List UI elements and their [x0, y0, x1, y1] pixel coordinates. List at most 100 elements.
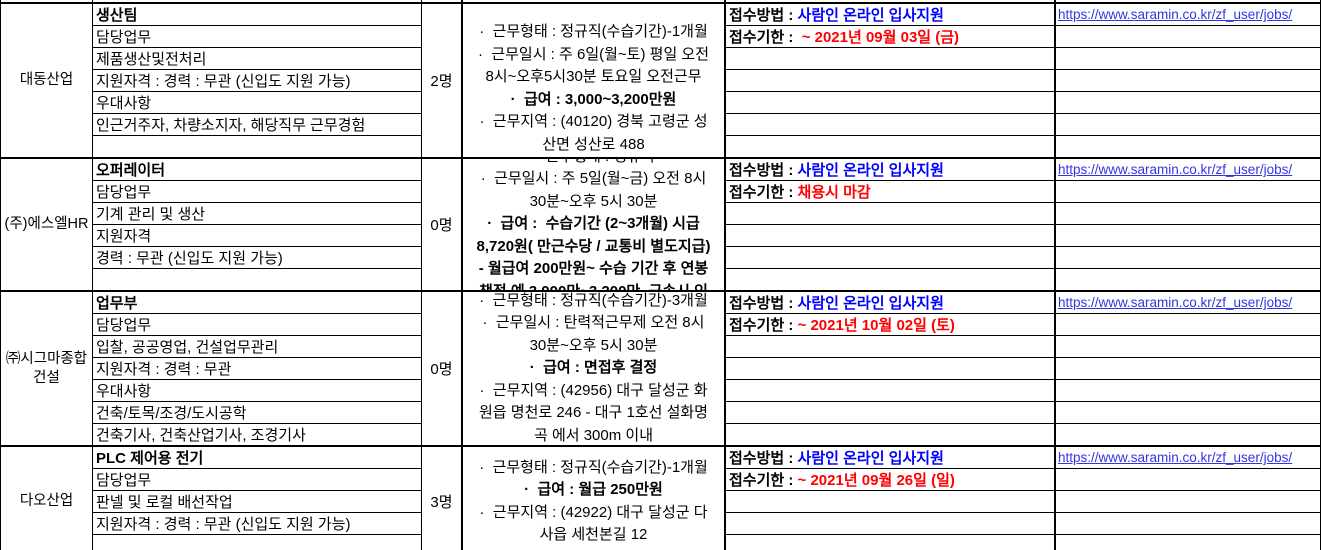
company-block: ㈜시그마종합건설 업무부 담당업무 입찰, 공공영업, 건설업무관리 지원자격 : 경력…: [0, 290, 1321, 445]
application-row: [726, 424, 1054, 445]
headcount-value: 0명: [430, 361, 453, 378]
application-row: [726, 48, 1054, 70]
job-details-cell: 생산팀 담당업무 제품생산및전처리 지원자격 : 경력 : 무관 (신입도 지원 가능…: [93, 4, 422, 157]
condition-line: · 근무형태 : 정규직(수습기간)-1개월: [479, 458, 708, 476]
job-detail-row: 건축/토목/조경/도시공학: [93, 402, 421, 424]
job-url-link[interactable]: https://www.saramin.co.kr/zf_user/jobs/: [1058, 162, 1293, 177]
job-detail-row: 업무부: [93, 292, 421, 314]
top-sliver-link-col: [1056, 0, 1321, 2]
company-name: (주)에스엘HR: [4, 216, 89, 233]
application-row: [726, 513, 1054, 535]
headcount-cell: 3명: [422, 447, 463, 550]
link-row: [1056, 380, 1320, 402]
link-row: [1056, 92, 1320, 114]
application-row: [726, 92, 1054, 114]
job-url-link[interactable]: https://www.saramin.co.kr/zf_user/jobs/: [1058, 7, 1293, 22]
job-detail-row: 판넬 및 로컬 배선작업: [93, 491, 421, 513]
job-detail-row: [93, 136, 421, 157]
link-row: [1056, 469, 1320, 491]
link-row: [1056, 48, 1320, 70]
job-url-link[interactable]: https://www.saramin.co.kr/zf_user/jobs/: [1058, 295, 1293, 310]
condition-line: · 근무지역 : (42956) 대구 달성군 화: [479, 381, 708, 399]
application-cell: 접수방법 : 사람인 온라인 입사지원 접수기한 : 채용시 마감: [726, 159, 1056, 290]
link-row: [1056, 535, 1320, 550]
apply-method-label: 접수방법 :: [729, 7, 798, 24]
application-row: [726, 358, 1054, 380]
company-name: 다오산업: [19, 493, 74, 510]
link-row: [1056, 336, 1320, 358]
application-row: [726, 380, 1054, 402]
job-url-link[interactable]: https://www.saramin.co.kr/zf_user/jobs/: [1058, 450, 1293, 465]
application-row: [726, 136, 1054, 157]
condition-line: · 근무지역 : (40120) 경북 고령군 성: [479, 113, 708, 130]
condition-line: - 월급여 200만원~ 수습 기간 후 연봉: [478, 260, 709, 278]
link-row: [1056, 114, 1320, 136]
headcount-cell: 2명: [422, 4, 463, 157]
work-conditions-cell: · 근무형태 : 정규직(수습기간)-1개월 · 근무일시 : 주 6일(월~토)…: [463, 4, 726, 157]
application-row: [726, 336, 1054, 358]
company-name: 대동산업: [19, 72, 74, 89]
apply-deadline-value: 채용시 마감: [797, 184, 871, 201]
application-row: 접수방법 : 사람인 온라인 입사지원: [726, 447, 1054, 469]
link-row: [1056, 402, 1320, 424]
link-cell: https://www.saramin.co.kr/zf_user/jobs/: [1056, 292, 1321, 445]
link-row: https://www.saramin.co.kr/zf_user/jobs/: [1056, 447, 1320, 469]
condition-line: 사읍 세천본길 12: [539, 526, 648, 543]
company-block: 다오산업 PLC 제어용 전기 담당업무 판넬 및 로컬 배선작업 지원자격 : 경력 …: [0, 445, 1321, 550]
link-row: [1056, 70, 1320, 92]
condition-line: · 근무일시 : 탄력적근무제 오전 8시: [482, 314, 705, 332]
condition-line: 산면 성산로 488: [542, 135, 645, 153]
application-row: 접수기한 : ~ 2021년 09월 03일 (금): [726, 26, 1054, 48]
condition-line: · 근무형태 : 정규직(수습기간)-1개월: [479, 23, 708, 40]
condition-line: 원읍 명천로 246 - 대구 1호선 설화명: [479, 404, 708, 422]
work-conditions-cell: · 근무형태 : 정규직(수습기간)-1개월 · 급여 : 월급 250만원 · 근…: [463, 447, 726, 550]
link-cell: https://www.saramin.co.kr/zf_user/jobs/: [1056, 4, 1321, 157]
application-row: 접수방법 : 사람인 온라인 입사지원: [726, 4, 1054, 26]
condition-line: 30분~오후 5시 30분: [529, 192, 658, 210]
top-sliver-details-col: [93, 0, 422, 2]
job-detail-row: 담당업무: [93, 469, 421, 491]
work-conditions-cell: · 근무형태 : 정규직(수습기간)-3개월 · 근무일시 : 탄력적근무제 오전…: [463, 292, 726, 445]
condition-line: · 급여 : 월급 250만원: [524, 481, 663, 498]
apply-deadline-label: 접수기한 :: [729, 472, 798, 489]
application-cell: 접수방법 : 사람인 온라인 입사지원 접수기한 : ~ 2021년 09월 03…: [726, 4, 1056, 157]
job-detail-row: [93, 269, 421, 290]
company-cell: ㈜시그마종합건설: [0, 292, 93, 445]
apply-deadline-value: ~ 2021년 09월 03일 (금): [797, 29, 960, 46]
apply-method-value: 사람인 온라인 입사지원: [797, 162, 944, 179]
application-row: [726, 225, 1054, 247]
application-row: 접수기한 : ~ 2021년 09월 26일 (일): [726, 469, 1054, 491]
job-detail-row: 담당업무: [93, 26, 421, 48]
link-row: [1056, 136, 1320, 157]
job-details-cell: PLC 제어용 전기 담당업무 판넬 및 로컬 배선작업 지원자격 : 경력 : 무관…: [93, 447, 422, 550]
link-cell: https://www.saramin.co.kr/zf_user/jobs/: [1056, 447, 1321, 550]
condition-line: 책정 예 3,000만~3,200만 근속시 인: [479, 281, 708, 290]
condition-line: 곡 에서 300m 이내: [533, 426, 654, 444]
company-cell: 다오산업: [0, 447, 93, 550]
top-sliver-conditions-col: [463, 0, 726, 2]
top-sliver-company-col: [0, 0, 93, 2]
condition-line: · 급여 : 수습기간 (2~3개월) 시급: [487, 215, 700, 233]
job-detail-row: 지원자격 : 경력 : 무관: [93, 358, 421, 380]
job-detail-row: 입찰, 공공영업, 건설업무관리: [93, 336, 421, 358]
apply-method-value: 사람인 온라인 입사지원: [797, 450, 944, 467]
application-row: [726, 269, 1054, 290]
company-block: (주)에스엘HR 오퍼레이터 담당업무 기계 관리 및 생산 지원자격 경력 : 무관 (…: [0, 157, 1321, 290]
apply-deadline-label: 접수기한 :: [729, 29, 798, 46]
application-row: [726, 114, 1054, 136]
job-detail-row: 지원자격 : 경력 : 무관 (신입도 지원 가능): [93, 513, 421, 535]
apply-deadline-label: 접수기한 :: [729, 184, 798, 201]
application-row: 접수기한 : 채용시 마감: [726, 181, 1054, 203]
application-row: [726, 247, 1054, 269]
job-detail-row: 담당업무: [93, 181, 421, 203]
work-conditions-cell: · 근무형태 : 정규직 · 근무일시 : 주 5일(월~금) 오전 8시 30분~…: [463, 159, 726, 290]
condition-line: · 근무형태 : 정규직: [532, 159, 654, 168]
link-row: https://www.saramin.co.kr/zf_user/jobs/: [1056, 159, 1320, 181]
link-row: https://www.saramin.co.kr/zf_user/jobs/: [1056, 4, 1320, 26]
condition-line: 30분~오후 5시 30분: [529, 336, 658, 354]
condition-line: · 근무형태 : 정규직(수습기간)-3개월: [479, 292, 708, 309]
job-detail-row: PLC 제어용 전기: [93, 447, 421, 469]
job-detail-row: [93, 535, 421, 550]
